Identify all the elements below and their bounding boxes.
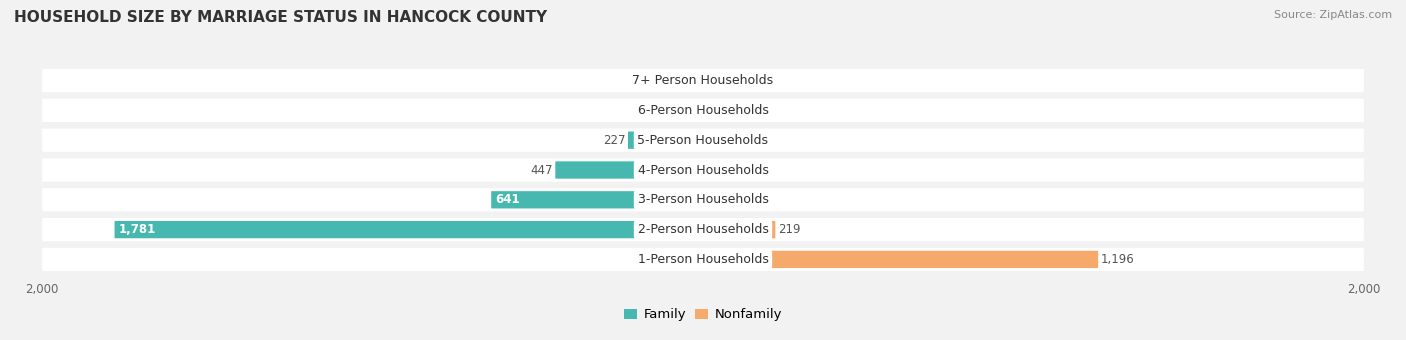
FancyBboxPatch shape <box>114 221 703 238</box>
Text: Source: ZipAtlas.com: Source: ZipAtlas.com <box>1274 10 1392 20</box>
Text: 1,781: 1,781 <box>118 223 156 236</box>
FancyBboxPatch shape <box>703 221 775 238</box>
Text: 0: 0 <box>733 164 740 176</box>
FancyBboxPatch shape <box>42 158 1364 182</box>
FancyBboxPatch shape <box>690 102 703 119</box>
FancyBboxPatch shape <box>703 72 730 89</box>
FancyBboxPatch shape <box>628 132 703 149</box>
FancyBboxPatch shape <box>693 72 703 89</box>
Text: 4-Person Households: 4-Person Households <box>637 164 769 176</box>
FancyBboxPatch shape <box>42 218 1364 241</box>
FancyBboxPatch shape <box>42 129 1364 152</box>
Text: 1,196: 1,196 <box>1101 253 1135 266</box>
Text: 1-Person Households: 1-Person Households <box>637 253 769 266</box>
Text: 7+ Person Households: 7+ Person Households <box>633 74 773 87</box>
FancyBboxPatch shape <box>42 188 1364 211</box>
Text: 227: 227 <box>603 134 626 147</box>
FancyBboxPatch shape <box>42 248 1364 271</box>
Text: 30: 30 <box>676 74 692 87</box>
Text: 0: 0 <box>733 104 740 117</box>
FancyBboxPatch shape <box>42 69 1364 92</box>
Text: 39: 39 <box>673 104 688 117</box>
Text: 0: 0 <box>733 74 740 87</box>
FancyBboxPatch shape <box>555 162 703 178</box>
Text: 2-Person Households: 2-Person Households <box>637 223 769 236</box>
FancyBboxPatch shape <box>703 102 730 119</box>
Text: 6-Person Households: 6-Person Households <box>637 104 769 117</box>
FancyBboxPatch shape <box>703 251 1098 268</box>
FancyBboxPatch shape <box>703 162 730 178</box>
Text: 0: 0 <box>733 134 740 147</box>
FancyBboxPatch shape <box>42 99 1364 122</box>
Text: 2: 2 <box>733 193 740 206</box>
FancyBboxPatch shape <box>491 191 703 208</box>
Legend: Family, Nonfamily: Family, Nonfamily <box>619 303 787 327</box>
Text: 3-Person Households: 3-Person Households <box>637 193 769 206</box>
Text: 447: 447 <box>531 164 554 176</box>
Text: HOUSEHOLD SIZE BY MARRIAGE STATUS IN HANCOCK COUNTY: HOUSEHOLD SIZE BY MARRIAGE STATUS IN HAN… <box>14 10 547 25</box>
Text: 5-Person Households: 5-Person Households <box>637 134 769 147</box>
FancyBboxPatch shape <box>703 132 730 149</box>
Text: 219: 219 <box>778 223 800 236</box>
Text: 641: 641 <box>495 193 520 206</box>
